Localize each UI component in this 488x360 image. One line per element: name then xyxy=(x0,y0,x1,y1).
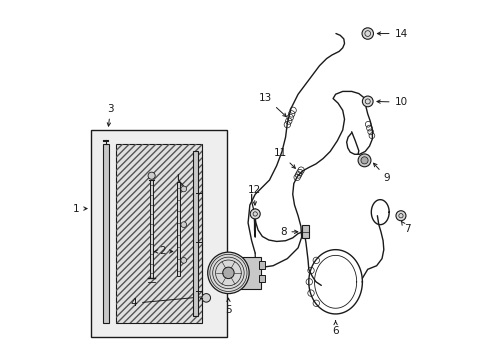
Bar xyxy=(239,257,260,289)
Circle shape xyxy=(222,267,234,279)
Bar xyxy=(91,130,226,337)
Text: 8: 8 xyxy=(279,227,297,237)
Bar xyxy=(116,144,201,323)
Circle shape xyxy=(181,257,186,263)
Text: 10: 10 xyxy=(376,97,407,107)
Circle shape xyxy=(202,294,210,302)
Bar xyxy=(192,152,198,316)
Text: 9: 9 xyxy=(373,163,389,183)
Text: 1: 1 xyxy=(73,203,87,213)
Bar xyxy=(176,182,180,276)
Circle shape xyxy=(207,252,248,294)
Circle shape xyxy=(362,96,372,107)
Text: 7: 7 xyxy=(401,221,409,234)
Text: 4: 4 xyxy=(130,295,206,308)
Text: 3: 3 xyxy=(107,104,114,126)
Circle shape xyxy=(148,172,155,179)
Bar xyxy=(301,225,308,238)
Circle shape xyxy=(250,209,260,219)
Bar xyxy=(258,261,264,269)
Circle shape xyxy=(181,186,186,192)
Bar xyxy=(258,275,264,282)
Text: 5: 5 xyxy=(224,298,231,315)
Bar xyxy=(149,180,153,278)
Text: 6: 6 xyxy=(332,320,338,336)
Circle shape xyxy=(395,211,405,221)
Circle shape xyxy=(181,222,186,228)
Circle shape xyxy=(361,28,373,39)
Text: 12: 12 xyxy=(247,185,260,205)
Bar xyxy=(116,144,201,323)
Text: 14: 14 xyxy=(377,28,407,39)
Bar xyxy=(103,144,108,323)
Circle shape xyxy=(360,157,367,164)
Circle shape xyxy=(357,154,370,167)
Text: 11: 11 xyxy=(273,148,295,168)
Text: 13: 13 xyxy=(259,93,286,117)
Text: 2: 2 xyxy=(160,247,166,256)
